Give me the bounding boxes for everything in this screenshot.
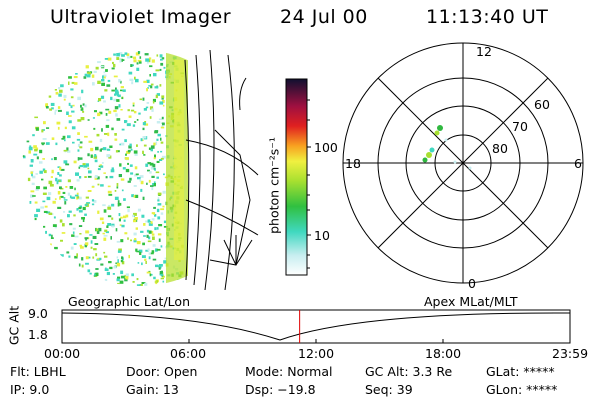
status-ip: IP: 9.0 bbox=[10, 382, 50, 397]
status-gc-alt: GC Alt: 3.3 Re bbox=[365, 364, 453, 379]
polar-aurora bbox=[422, 125, 472, 170]
color-bar bbox=[285, 78, 308, 276]
timeline-y-label: GC Alt bbox=[6, 305, 22, 346]
timeline-ticks bbox=[188, 339, 444, 343]
lat-label-60: 60 bbox=[534, 97, 550, 112]
timeline-x-tick: 06:00 bbox=[170, 346, 207, 361]
timeline-left-title: Geographic Lat/Lon bbox=[68, 294, 190, 309]
status-flt: Flt: LBHL bbox=[10, 364, 66, 379]
mlt-label-18: 18 bbox=[345, 156, 361, 171]
status-glat: GLat: ***** bbox=[486, 364, 555, 379]
status-dsp: Dsp: −19.8 bbox=[245, 382, 316, 397]
altitude-curve bbox=[61, 312, 571, 341]
timeline-right-title: Apex MLat/MLT bbox=[424, 294, 518, 309]
instrument-title: Ultraviolet Imager bbox=[50, 6, 232, 28]
time-label: 11:13:40 UT bbox=[426, 6, 549, 28]
timeline-x-tick: 00:00 bbox=[44, 346, 81, 361]
mlt-label-12: 12 bbox=[476, 44, 492, 59]
status-seq: Seq: 39 bbox=[365, 382, 413, 397]
status-gain: Gain: 13 bbox=[126, 382, 179, 397]
status-glon: GLon: ***** bbox=[486, 382, 558, 397]
auroral-image bbox=[22, 50, 188, 286]
status-mode: Mode: Normal bbox=[245, 364, 333, 379]
timeline-frame bbox=[61, 309, 571, 344]
polar-plot bbox=[342, 42, 584, 284]
colorbar-tick-10: 10 bbox=[314, 228, 330, 243]
mlt-label-6: 6 bbox=[574, 156, 582, 171]
geo-grid bbox=[184, 49, 259, 290]
timeline-y-bottom: 1.8 bbox=[28, 327, 48, 342]
timeline-x-tick: 23:59 bbox=[552, 346, 589, 361]
timeline-x-tick: 18:00 bbox=[425, 346, 462, 361]
lat-label-70: 70 bbox=[512, 119, 528, 134]
timeline-y-top: 9.0 bbox=[28, 306, 48, 321]
date-label: 24 Jul 00 bbox=[280, 6, 368, 28]
colorbar-unit-label: photon cm⁻²s⁻¹ bbox=[266, 137, 282, 234]
timeline-x-tick: 12:00 bbox=[298, 346, 335, 361]
colorbar-tick-100: 100 bbox=[314, 140, 338, 155]
mlt-label-0: 0 bbox=[468, 276, 476, 291]
color-bar-ticks bbox=[307, 99, 311, 269]
lat-label-80: 80 bbox=[492, 141, 508, 156]
status-door: Door: Open bbox=[126, 364, 198, 379]
